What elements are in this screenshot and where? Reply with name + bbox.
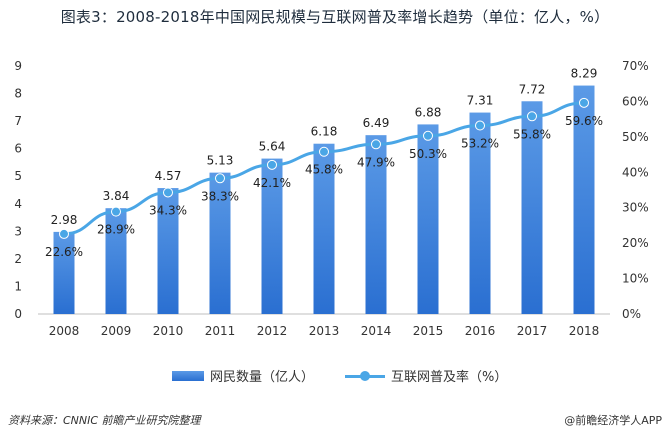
bar-value-label: 5.13 [207, 154, 234, 168]
bar-value-label: 7.72 [519, 82, 546, 96]
bar [313, 143, 335, 314]
y-right-tick-label: 60% [622, 94, 649, 108]
y-right-tick-label: 70% [622, 59, 649, 73]
y-right-tick-label: 40% [622, 165, 649, 179]
rate-value-label: 34.3% [149, 203, 187, 217]
rate-value-label: 59.6% [565, 114, 603, 128]
y-right-tick-label: 50% [622, 130, 649, 144]
rate-value-label: 45.8% [305, 163, 343, 177]
rate-value-label: 28.9% [97, 223, 135, 237]
bar-value-label: 6.88 [415, 105, 442, 119]
y-left-tick-label: 7 [14, 114, 22, 128]
rate-line [63, 101, 585, 236]
source-note: 资料来源：CNNIC 前瞻产业研究院整理 [8, 414, 201, 427]
bar-value-label: 6.49 [363, 116, 390, 130]
x-tick-label: 2009 [101, 324, 132, 338]
bar [417, 124, 439, 314]
y-left-tick-label: 5 [14, 169, 22, 183]
x-tick-label: 2011 [205, 324, 236, 338]
x-tick-label: 2018 [569, 324, 600, 338]
rate-value-label: 50.3% [409, 147, 447, 161]
x-tick-label: 2008 [49, 324, 80, 338]
rate-point [267, 159, 277, 170]
rate-point [423, 130, 433, 141]
y-left-tick-label: 0 [14, 307, 22, 321]
legend-rate-label: 互联网普及率（%） [391, 370, 508, 385]
y-left-tick-label: 3 [14, 224, 22, 238]
rate-point [527, 111, 537, 122]
x-tick-label: 2016 [465, 324, 496, 338]
rate-value-label: 53.2% [461, 137, 499, 151]
legend: 网民数量（亿人） 互联网普及率（%） [0, 366, 670, 385]
bar [521, 101, 543, 314]
legend-item-rate: 互联网普及率（%） [345, 366, 507, 385]
rate-point [319, 146, 329, 157]
y-right-tick-label: 0% [622, 307, 641, 321]
y-left-tick-label: 6 [14, 142, 22, 156]
bar-value-label: 2.98 [51, 213, 78, 227]
brand-credit: @前瞻经济学人APP [564, 414, 662, 427]
legend-bar-swatch [172, 370, 204, 381]
y-left-tick-label: 1 [14, 279, 22, 293]
legend-item-users: 网民数量（亿人） [172, 366, 314, 385]
bar [105, 208, 127, 314]
y-right-tick-label: 30% [622, 201, 649, 215]
rate-value-label: 22.6% [45, 245, 83, 259]
legend-line-swatch [345, 370, 385, 381]
bar-value-label: 3.84 [103, 189, 130, 203]
rate-value-label: 42.1% [253, 176, 291, 190]
x-tick-label: 2015 [413, 324, 444, 338]
rate-point [163, 187, 173, 198]
legend-users-label: 网民数量（亿人） [210, 370, 315, 385]
rate-point [59, 228, 69, 239]
x-tick-label: 2010 [153, 324, 184, 338]
y-right-tick-label: 10% [622, 272, 649, 286]
rate-point [371, 139, 381, 150]
y-right-tick-label: 20% [622, 236, 649, 250]
y-left-tick-label: 9 [14, 59, 22, 73]
y-left-tick-label: 2 [14, 252, 22, 266]
rate-point [475, 120, 485, 131]
y-left-tick-label: 4 [14, 197, 22, 211]
rate-value-label: 38.3% [201, 189, 239, 203]
bar-value-label: 5.64 [259, 140, 286, 154]
bar-value-label: 8.29 [571, 67, 598, 81]
bar-value-label: 7.31 [467, 94, 494, 108]
chart-title: 图表3：2008-2018年中国网民规模与互联网普及率增长趋势（单位：亿人，%） [60, 8, 610, 26]
bar [209, 172, 231, 314]
x-tick-label: 2014 [361, 324, 392, 338]
bar-value-label: 6.18 [311, 125, 338, 139]
x-tick-label: 2012 [257, 324, 288, 338]
rate-point [579, 97, 589, 108]
bar [261, 158, 283, 314]
bar [365, 135, 387, 314]
rate-point [111, 206, 121, 217]
rate-value-label: 47.9% [357, 155, 395, 169]
rate-point [215, 173, 225, 184]
x-tick-label: 2013 [309, 324, 340, 338]
x-tick-label: 2017 [517, 324, 548, 338]
bar [469, 112, 491, 315]
bar [53, 231, 75, 314]
bar [573, 85, 595, 314]
bar [157, 188, 179, 314]
y-left-tick-label: 8 [14, 87, 22, 101]
bar-value-label: 4.57 [155, 169, 182, 183]
rate-value-label: 55.8% [513, 127, 551, 141]
